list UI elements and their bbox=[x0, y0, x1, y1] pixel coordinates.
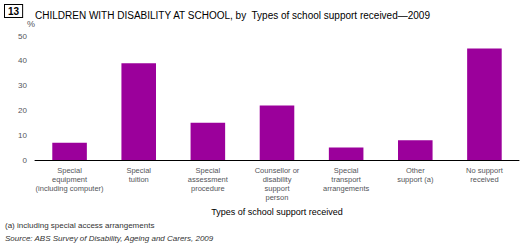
svg-text:arrangements: arrangements bbox=[323, 184, 370, 193]
svg-text:received: received bbox=[470, 175, 498, 184]
svg-text:40: 40 bbox=[18, 56, 27, 65]
svg-text:transport: transport bbox=[331, 175, 362, 184]
svg-text:No support: No support bbox=[466, 166, 504, 175]
svg-text:(including computer): (including computer) bbox=[36, 184, 104, 193]
svg-text:procedure: procedure bbox=[191, 184, 225, 193]
svg-text:(a) including special access a: (a) including special access arrangement… bbox=[5, 221, 154, 230]
svg-text:Counsellor or: Counsellor or bbox=[255, 166, 300, 175]
svg-text:CHILDREN WITH DISABILITY AT SC: CHILDREN WITH DISABILITY AT SCHOOL, by T… bbox=[35, 10, 430, 21]
svg-text:Special: Special bbox=[57, 166, 82, 175]
svg-text:support (a): support (a) bbox=[397, 175, 434, 184]
svg-text:%: % bbox=[27, 19, 35, 29]
svg-text:13: 13 bbox=[8, 6, 20, 17]
svg-text:20: 20 bbox=[18, 106, 27, 115]
svg-text:10: 10 bbox=[18, 131, 27, 140]
svg-text:Special: Special bbox=[196, 166, 221, 175]
svg-text:assessment: assessment bbox=[188, 175, 229, 184]
svg-text:equipment: equipment bbox=[52, 175, 88, 184]
svg-text:Special: Special bbox=[334, 166, 359, 175]
svg-text:0: 0 bbox=[23, 156, 28, 165]
svg-text:Other: Other bbox=[406, 166, 425, 175]
svg-text:50: 50 bbox=[18, 32, 27, 41]
svg-text:Special: Special bbox=[126, 166, 151, 175]
svg-text:disability: disability bbox=[263, 175, 292, 184]
svg-text:tuition: tuition bbox=[129, 175, 149, 184]
svg-text:person: person bbox=[266, 193, 289, 202]
svg-text:30: 30 bbox=[18, 81, 27, 90]
svg-text:Types of school support receiv: Types of school support received bbox=[211, 207, 343, 217]
svg-text:support: support bbox=[264, 184, 290, 193]
svg-text:Source: ABS Survey of Disabili: Source: ABS Survey of Disability, Ageing… bbox=[5, 234, 214, 243]
